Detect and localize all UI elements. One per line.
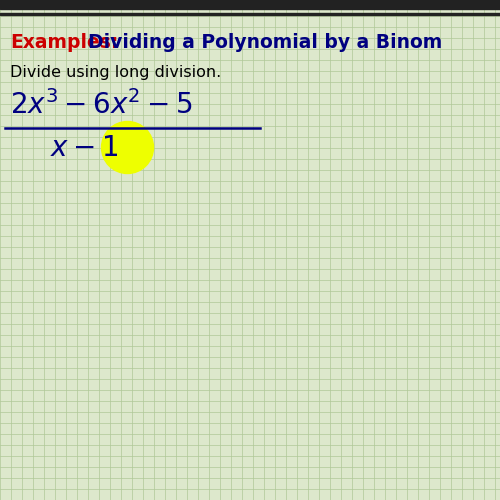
Text: Examples:: Examples: [10, 33, 118, 52]
Bar [0, 0, 500, 9]
Circle shape [102, 122, 154, 174]
Text: Dividing a Polynomial by a Binom: Dividing a Polynomial by a Binom [88, 33, 442, 52]
Bar [0, 14, 500, 15]
Text: $2x^3 - 6x^2 - 5$: $2x^3 - 6x^2 - 5$ [10, 90, 192, 120]
Text: $x - 1$: $x - 1$ [50, 134, 118, 162]
Text: Divide using long division.: Divide using long division. [10, 65, 221, 80]
